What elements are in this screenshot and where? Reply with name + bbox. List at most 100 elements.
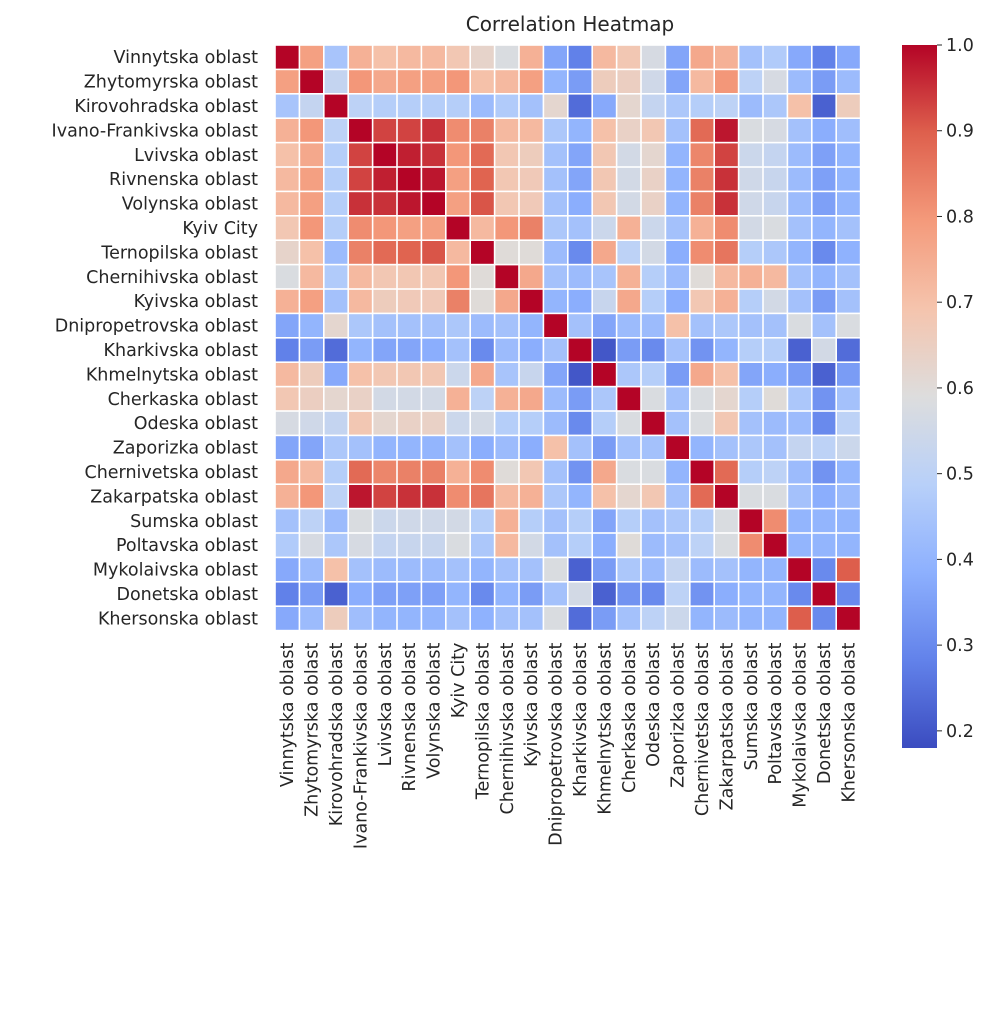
heatmap-cell: [593, 94, 616, 118]
heatmap-cell: [641, 45, 665, 69]
heatmap-cell: [641, 167, 665, 191]
heatmap-cell: [519, 387, 543, 411]
heatmap-cell: [471, 558, 494, 581]
heatmap-cell: [275, 363, 299, 386]
heatmap-cell: [763, 411, 787, 435]
heatmap-cell: [690, 436, 714, 459]
heatmap-cell: [373, 167, 397, 191]
heatmap-cell: [349, 45, 372, 69]
heatmap-cell: [763, 314, 787, 337]
heatmap-cell: [593, 460, 616, 484]
heatmap-cell: [446, 265, 470, 289]
heatmap-cell: [666, 167, 689, 191]
heatmap-cell: [690, 411, 714, 435]
column-label: Zaporizka oblast: [669, 642, 689, 787]
heatmap-cell: [593, 45, 616, 69]
heatmap-cell: [739, 143, 763, 167]
heatmap-cell: [837, 460, 860, 484]
heatmap-cell: [715, 94, 738, 118]
heatmap-cell: [446, 216, 470, 240]
heatmap-cell: [812, 45, 836, 69]
heatmap-cell: [593, 216, 616, 240]
heatmap-cell: [617, 582, 641, 606]
heatmap-cell: [812, 94, 836, 118]
row-label: Zaporizka oblast: [113, 439, 258, 459]
heatmap-cell: [666, 582, 689, 606]
heatmap-cell: [544, 363, 567, 386]
colorbar-tick-label: 1.0: [946, 36, 974, 56]
row-label: Kirovohradska oblast: [74, 97, 258, 117]
heatmap-cell: [349, 119, 372, 142]
heatmap-cell: [544, 241, 567, 264]
heatmap-cell: [275, 265, 299, 289]
heatmap-cell: [568, 45, 592, 69]
column-label: Khmelnytska oblast: [595, 642, 615, 814]
heatmap-cell: [446, 411, 470, 435]
heatmap-cell: [568, 509, 592, 533]
heatmap-cell: [641, 387, 665, 411]
heatmap-cell: [593, 558, 616, 581]
heatmap-cell: [617, 265, 641, 289]
heatmap-cell: [568, 558, 592, 581]
heatmap-cell: [349, 387, 372, 411]
heatmap-cell: [349, 582, 372, 606]
heatmap-cell: [593, 387, 616, 411]
heatmap-cell: [373, 45, 397, 69]
heatmap-cell: [763, 289, 787, 313]
heatmap-cell: [422, 314, 445, 337]
heatmap-cell: [544, 509, 567, 533]
heatmap-cell: [349, 607, 372, 630]
heatmap-cell: [495, 143, 519, 167]
heatmap-cell: [324, 485, 348, 508]
heatmap-cell: [641, 119, 665, 142]
heatmap-cell: [544, 436, 567, 459]
heatmap-cell: [837, 265, 860, 289]
heatmap-cell: [422, 582, 445, 606]
heatmap-cell: [788, 363, 811, 386]
heatmap-cell: [495, 558, 519, 581]
heatmap-cell: [495, 70, 519, 93]
heatmap-cell: [690, 314, 714, 337]
heatmap-cell: [690, 363, 714, 386]
heatmap-cell: [397, 119, 421, 142]
heatmap-cell: [788, 143, 811, 167]
heatmap-cell: [397, 338, 421, 362]
heatmap-cell: [788, 167, 811, 191]
heatmap-cell: [715, 558, 738, 581]
heatmap-cell: [837, 192, 860, 215]
heatmap-cell: [666, 265, 689, 289]
heatmap-cell: [397, 387, 421, 411]
heatmap-cell: [739, 216, 763, 240]
heatmap-cell: [568, 387, 592, 411]
heatmap-cell: [593, 338, 616, 362]
heatmap-cell: [739, 436, 763, 459]
heatmap-cell: [568, 119, 592, 142]
heatmap-cell: [349, 460, 372, 484]
heatmap-cell: [739, 167, 763, 191]
heatmap-cell: [446, 558, 470, 581]
heatmap-cell: [788, 265, 811, 289]
heatmap-cell: [739, 558, 763, 581]
heatmap-cell: [519, 289, 543, 313]
heatmap-cell: [324, 70, 348, 93]
heatmap-cell: [471, 607, 494, 630]
heatmap-cell: [544, 338, 567, 362]
heatmap-cell: [788, 289, 811, 313]
heatmap-cell: [471, 363, 494, 386]
heatmap-cell: [471, 314, 494, 337]
heatmap-cell: [519, 533, 543, 557]
heatmap-cell: [544, 607, 567, 630]
heatmap-cell: [397, 485, 421, 508]
heatmap-cell: [641, 94, 665, 118]
heatmap-cell: [422, 216, 445, 240]
heatmap-cell: [812, 119, 836, 142]
heatmap-cell: [788, 119, 811, 142]
heatmap-cell: [763, 338, 787, 362]
heatmap-cell: [446, 436, 470, 459]
heatmap-cell: [300, 314, 323, 337]
heatmap-cell: [471, 387, 494, 411]
heatmap-cell: [471, 70, 494, 93]
heatmap-cell: [788, 70, 811, 93]
heatmap-cell: [446, 289, 470, 313]
heatmap-cell: [324, 167, 348, 191]
